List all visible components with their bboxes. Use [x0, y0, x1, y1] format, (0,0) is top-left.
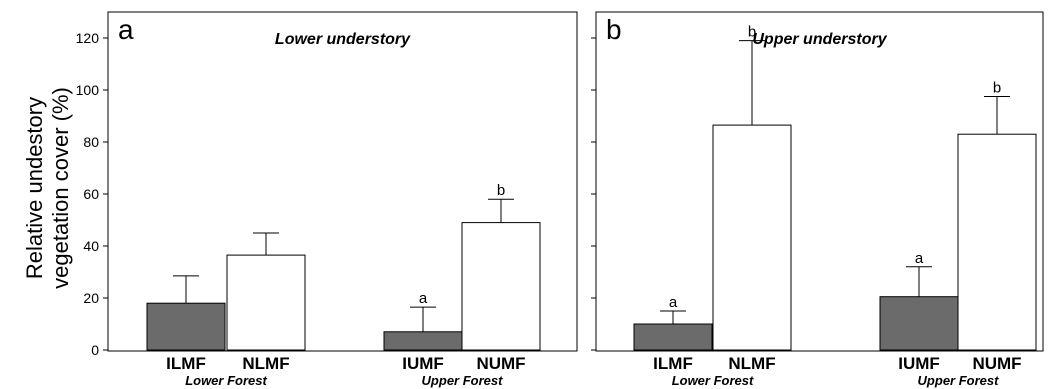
- significance-label: b: [993, 80, 1001, 97]
- category-label: IUMF: [402, 354, 444, 373]
- panel-letter: a: [118, 14, 134, 45]
- panel-title: Upper understory: [752, 31, 887, 48]
- bar-ilmf: [146, 302, 226, 351]
- category-label: ILMF: [166, 354, 206, 373]
- y-tick-label: 120: [76, 30, 100, 46]
- bar-iumf: [383, 331, 463, 351]
- bar-nlmf: [226, 254, 306, 351]
- significance-label: b: [748, 24, 756, 41]
- bar-numf: [957, 133, 1037, 351]
- panel-b: b Upper understoryaILMFbNLMFaIUMFbNUMFLow…: [591, 11, 1044, 388]
- significance-label: b: [497, 182, 505, 199]
- bar-numf: [461, 222, 541, 351]
- group-label: Upper Forest: [422, 373, 504, 388]
- group-label: Upper Forest: [918, 373, 1000, 388]
- bar-iumf: [879, 296, 959, 351]
- category-label: IUMF: [898, 354, 940, 373]
- significance-label: a: [669, 294, 678, 311]
- category-label: NLMF: [728, 354, 775, 373]
- group-label: Lower Forest: [672, 373, 754, 388]
- panel-frame: [595, 11, 1044, 352]
- bar-nlmf: [712, 124, 792, 351]
- y-tick-label: 100: [76, 82, 100, 98]
- y-tick-label: 80: [83, 134, 99, 150]
- group-label: Lower Forest: [185, 373, 267, 388]
- significance-label: a: [915, 250, 924, 267]
- category-label: NLMF: [242, 354, 289, 373]
- y-tick-label: 60: [83, 186, 99, 202]
- y-tick-label: 20: [83, 290, 99, 306]
- y-axis-label-line2: vegetation cover (%): [48, 87, 73, 289]
- panel-title: Lower understory: [275, 31, 411, 48]
- panel-frame: [107, 11, 578, 352]
- significance-label: a: [419, 290, 428, 307]
- y-tick-label: 40: [83, 238, 99, 254]
- category-label: NUMF: [972, 354, 1021, 373]
- category-label: NUMF: [476, 354, 525, 373]
- panel-letter: b: [606, 14, 622, 45]
- y-axis-label-line1: Relative undestory: [22, 97, 47, 279]
- category-label: ILMF: [653, 354, 693, 373]
- y-tick-label: 0: [91, 342, 99, 358]
- y-axis-label: Relative undestory vegetation cover (%): [22, 87, 73, 289]
- panel-a: 0 20 40 60 80 100 120 a Lower understory ILMF NLMF…: [76, 11, 578, 388]
- bar-ilmf: [633, 323, 713, 351]
